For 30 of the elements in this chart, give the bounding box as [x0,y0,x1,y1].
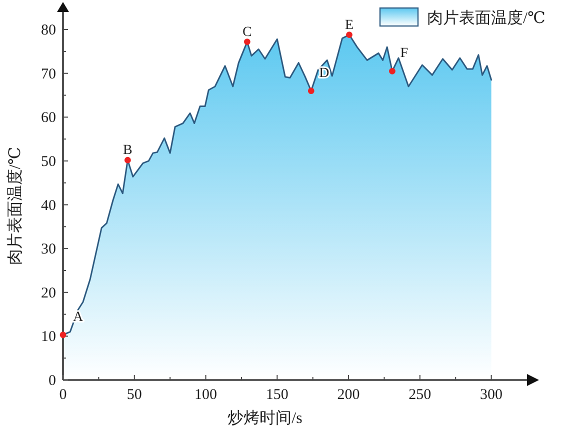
annotation: F [400,46,408,62]
y-tick-label: 80 [41,22,56,39]
y-tick-label: 50 [41,154,56,170]
y-tick-label: 30 [41,242,56,258]
x-tick-label: 50 [126,387,142,403]
point [308,88,314,94]
y-tick-label: 10 [41,329,56,346]
point [346,32,352,38]
y-axis-title: 肉片表面温度/℃ [6,146,24,266]
y-tick-label: 20 [41,285,56,302]
y-tick-label: 60 [41,110,56,126]
point [389,68,396,74]
x-tick-label: 300 [480,387,503,403]
legend-label: 肉片表面温度/℃ [427,9,546,27]
point [244,38,250,45]
x-tick-label: 250 [408,387,432,403]
point [124,156,131,164]
point [60,332,66,338]
x-tick-label: 100 [194,387,218,403]
x-tick-label: 200 [337,387,360,403]
annotation: E [344,18,354,33]
y-tick-label: 70 [41,66,56,82]
x-tick-label: 150 [266,387,288,403]
annotation: D [319,66,330,81]
y-tick-label: 0 [48,373,56,389]
annotation: B [123,143,132,158]
annotation: C [242,24,252,40]
y-tick-label: 40 [41,198,56,214]
x-tick-label: 0 [59,387,67,403]
x-axis-title: 炒烤时间/s [228,409,302,427]
